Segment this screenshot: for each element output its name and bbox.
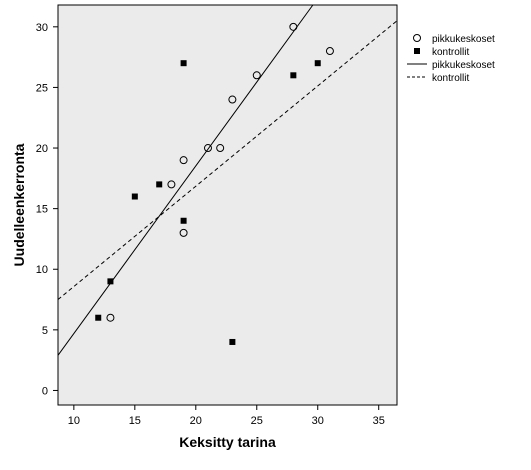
point-pikkukeskoset	[106, 313, 115, 322]
x-tick-label: 25	[251, 415, 263, 427]
y-tick-label: 20	[36, 143, 48, 155]
point-pikkukeskoset	[216, 144, 225, 153]
axes: 10 15 20 25 30 35 0 5 10 15 20 25 30	[36, 22, 385, 427]
point-kontrollit	[180, 60, 187, 67]
point-pikkukeskoset	[167, 180, 176, 189]
y-axis-title: Uudelleenkerronta	[11, 143, 27, 266]
point-kontrollit	[107, 278, 114, 285]
point-pikkukeskoset	[325, 47, 334, 56]
point-kontrollit	[290, 72, 297, 79]
point-pikkukeskoset	[228, 95, 237, 104]
point-kontrollit	[95, 314, 102, 321]
x-tick-label: 35	[373, 415, 385, 427]
fit-line-pikkukeskoset	[57, 4, 314, 356]
legend-label: kontrollit	[432, 73, 469, 84]
x-tick-label: 10	[68, 415, 80, 427]
point-kontrollit	[156, 181, 163, 188]
y-tick-label: 15	[36, 204, 48, 216]
x-tick-label: 20	[190, 415, 202, 427]
y-tick-label: 25	[36, 82, 48, 94]
point-kontrollit	[180, 217, 187, 224]
x-axis-title: Keksitty tarina	[179, 434, 276, 450]
point-pikkukeskoset	[252, 71, 261, 80]
legend-label: pikkukeskoset	[432, 60, 495, 71]
legend-symbol-square	[414, 48, 420, 54]
point-pikkukeskoset	[289, 22, 298, 31]
point-kontrollit	[131, 193, 138, 200]
legend-label: pikkukeskoset	[432, 34, 495, 45]
fit-line-kontrollit	[57, 20, 398, 300]
y-tick-label: 5	[42, 325, 48, 337]
fit-lines	[57, 4, 398, 356]
data-points	[95, 22, 334, 345]
y-tick-label: 30	[36, 22, 48, 34]
point-pikkukeskoset	[179, 156, 188, 165]
point-pikkukeskoset	[203, 144, 212, 153]
legend-symbol-circle	[413, 34, 421, 42]
point-pikkukeskoset	[179, 228, 188, 237]
x-tick-label: 15	[129, 415, 141, 427]
point-kontrollit	[314, 60, 321, 67]
plot-area	[57, 4, 398, 406]
y-tick-label: 0	[42, 385, 48, 397]
legend: pikkukeskoset kontrollit pikkukeskoset kont…	[407, 34, 495, 84]
x-tick-label: 30	[312, 415, 324, 427]
legend-label: kontrollit	[432, 47, 469, 58]
point-kontrollit	[229, 338, 236, 345]
y-tick-label: 10	[36, 264, 48, 276]
